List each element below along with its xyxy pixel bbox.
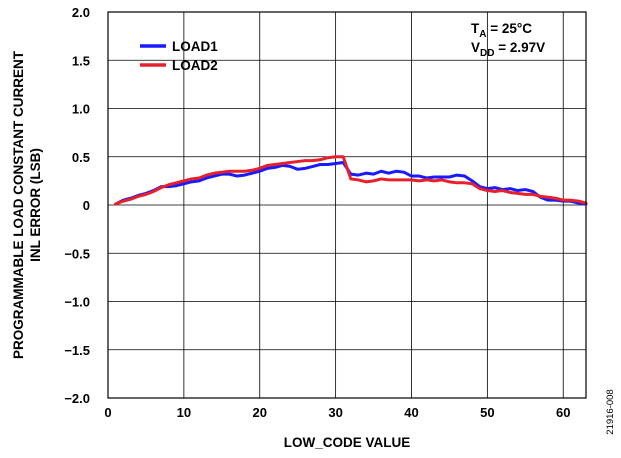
- x-tick-label: 50: [480, 405, 494, 420]
- figure-id: 21916-008: [605, 389, 616, 434]
- series-layer: [114, 155, 588, 206]
- y-tick-label: 2.0: [72, 5, 90, 20]
- x-tick-label: 30: [328, 405, 342, 420]
- x-tick-label: 60: [556, 405, 570, 420]
- x-tick-label: 20: [253, 405, 267, 420]
- y-tick-label: −0.5: [64, 246, 90, 261]
- tick-labels: 0 10 20 30 40 50 60 −2.0 −1.5 −1.0 −0.5 0 0.5 1.0 1.5 2…: [64, 5, 570, 420]
- y-axis-title-line-1: PROGRAMMABLE LOAD CONSTANT CURRENT: [11, 50, 26, 359]
- y-tick-label: −2.0: [64, 391, 90, 406]
- y-axis-title: PROGRAMMABLE LOAD CONSTANT CURRENT INL E…: [11, 50, 43, 359]
- test-conditions: TA = 25°C VDD = 2.97V: [471, 21, 545, 59]
- x-axis-title: LOW_CODE VALUE: [284, 435, 411, 450]
- legend-label-load2: LOAD2: [172, 58, 218, 73]
- legend: LOAD1 LOAD2: [140, 39, 218, 73]
- y-tick-label: 0.5: [72, 150, 90, 165]
- condition-vdd: VDD = 2.97V: [471, 40, 545, 59]
- y-tick-label: 1.5: [72, 53, 90, 68]
- x-tick-label: 0: [104, 405, 111, 420]
- series-line-load1: [114, 161, 588, 206]
- plot-frame: [107, 11, 587, 399]
- grid-lines: [107, 11, 586, 399]
- y-tick-label: 0: [83, 198, 90, 213]
- y-tick-label: −1.5: [64, 343, 90, 358]
- series-line-load2: [114, 155, 588, 206]
- y-axis-title-line-2: INL ERROR (LSB): [28, 148, 43, 262]
- x-tick-label: 40: [404, 405, 418, 420]
- y-tick-label: 1.0: [72, 102, 90, 117]
- y-tick-label: −1.0: [64, 295, 90, 310]
- legend-label-load1: LOAD1: [172, 39, 218, 54]
- x-tick-label: 10: [177, 405, 191, 420]
- condition-ta: TA = 25°C: [471, 21, 532, 40]
